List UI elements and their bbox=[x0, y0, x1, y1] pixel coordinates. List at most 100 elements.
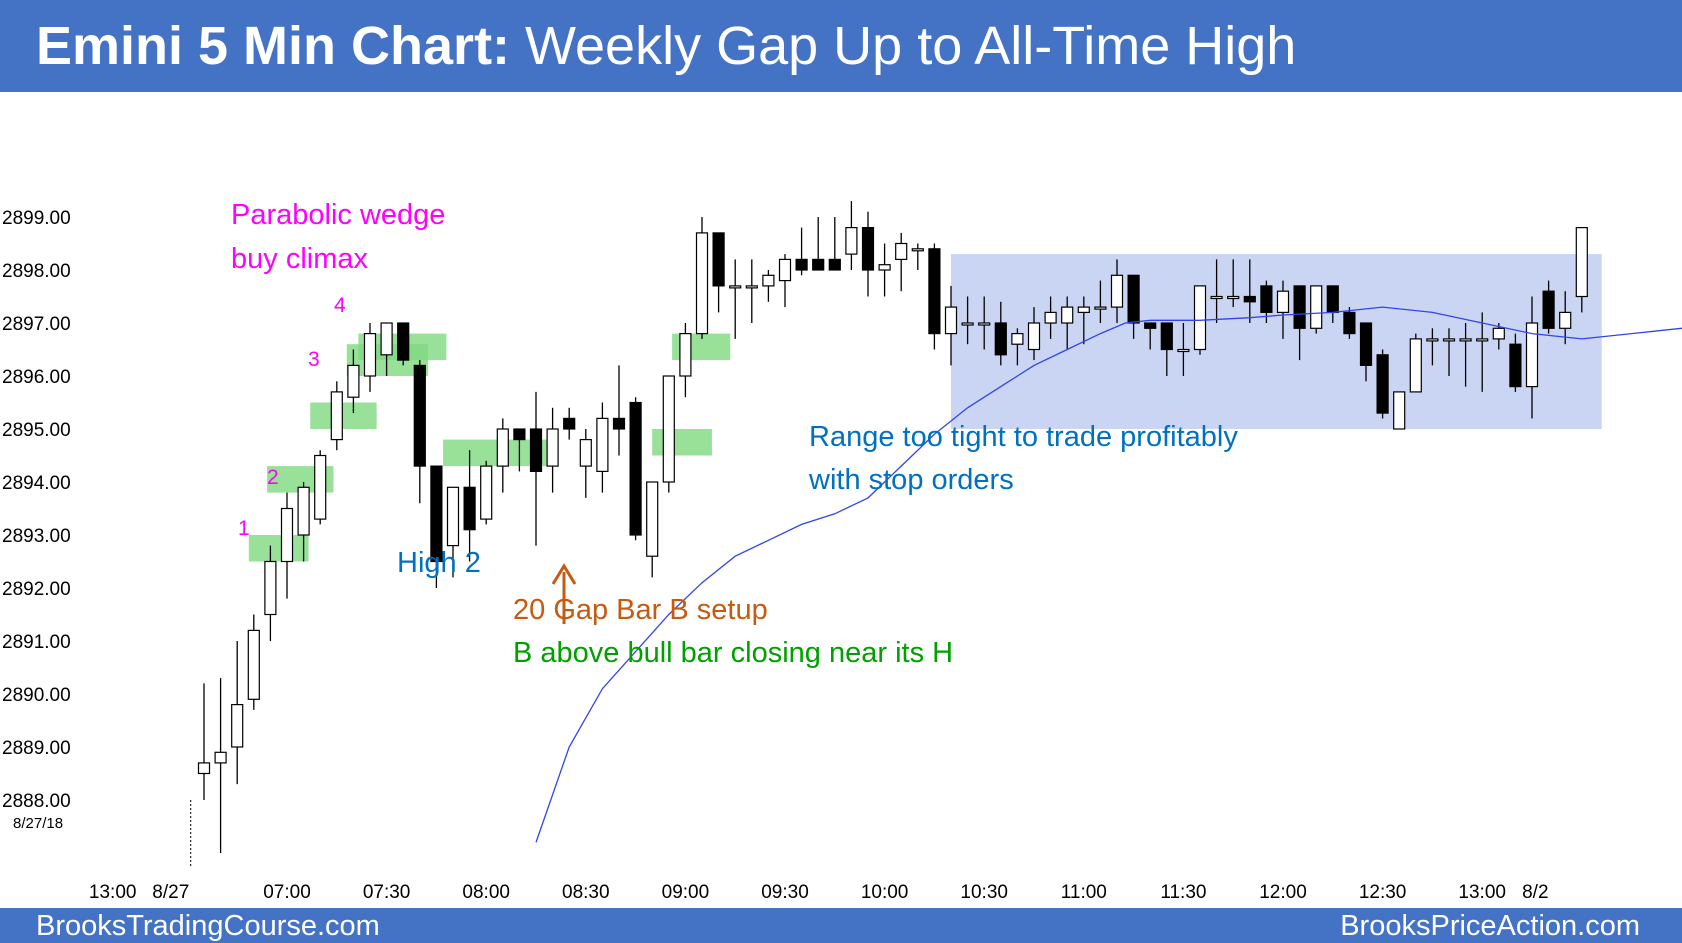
candle-body-bear bbox=[529, 428, 543, 473]
candle bbox=[961, 296, 974, 345]
y-tick-label: 2898.00 bbox=[2, 261, 71, 282]
candle bbox=[1559, 291, 1572, 345]
candle-body-bear bbox=[1376, 354, 1389, 414]
y-tick-label: 2891.00 bbox=[2, 632, 71, 653]
x-tick-label: 09:00 bbox=[662, 882, 710, 903]
x-tick-label: 09:30 bbox=[761, 882, 809, 903]
candle-body-bull bbox=[1227, 295, 1240, 300]
candle-body-bear bbox=[1343, 311, 1356, 335]
candle bbox=[1542, 280, 1555, 334]
footer-left-link[interactable]: BrooksTradingCourse.com bbox=[36, 910, 380, 942]
candle-body-bear bbox=[1144, 322, 1157, 329]
ema-layer bbox=[535, 306, 1682, 843]
footer-banner: BrooksTradingCourse.com BrooksPriceActio… bbox=[0, 908, 1682, 943]
candle-body-bull bbox=[662, 375, 675, 483]
x-tick-label: 12:30 bbox=[1359, 882, 1407, 903]
candle bbox=[446, 486, 460, 578]
candle-body-bull bbox=[679, 333, 692, 377]
candle-body-bull bbox=[1044, 311, 1057, 324]
y-tick-label: 2889.00 bbox=[2, 738, 71, 759]
candle bbox=[745, 259, 758, 323]
candle-body-bear bbox=[1326, 285, 1339, 313]
candle bbox=[895, 232, 908, 292]
candle-body-bull bbox=[280, 507, 294, 563]
candle bbox=[994, 301, 1007, 366]
candle bbox=[413, 360, 426, 504]
candle-body-bull bbox=[1177, 348, 1190, 353]
candle bbox=[380, 322, 393, 376]
candle bbox=[612, 365, 626, 456]
candle-body-bull bbox=[1061, 306, 1074, 324]
candle-body-bull bbox=[1525, 322, 1539, 388]
candle-body-bear bbox=[563, 417, 576, 430]
candle-body-bear bbox=[1243, 295, 1256, 303]
candle-body-bear bbox=[712, 232, 725, 287]
candle bbox=[1492, 323, 1505, 350]
candle-body-bull bbox=[496, 428, 509, 467]
footer-right-link[interactable]: BrooksPriceAction.com bbox=[1340, 910, 1640, 942]
candle bbox=[944, 285, 958, 366]
y-tick-label: 2890.00 bbox=[2, 685, 71, 706]
candle bbox=[314, 450, 327, 525]
candle-body-bull bbox=[347, 364, 360, 398]
candle-body-bear bbox=[795, 258, 808, 271]
candle-body-bull bbox=[1110, 274, 1124, 308]
x-tick-label: 11:00 bbox=[1061, 882, 1107, 903]
candle-body-bear bbox=[928, 248, 941, 335]
annotations-layer: Parabolic wedge buy climax 1 2 3 4 High … bbox=[231, 199, 1238, 669]
candle-body-bear bbox=[1509, 343, 1522, 388]
y-tick-label: 2894.00 bbox=[2, 473, 71, 494]
candle-body-bear bbox=[612, 417, 626, 430]
candle-body-bull bbox=[1027, 322, 1041, 351]
candle bbox=[529, 391, 543, 546]
candle bbox=[463, 450, 476, 562]
candlestick-chart: 2899.00 2898.00 2897.00 2896.00 2895.00 2894.… bbox=[2, 199, 1682, 903]
candle-body-bull bbox=[480, 465, 493, 520]
candle bbox=[1061, 296, 1074, 350]
candle bbox=[795, 227, 808, 276]
candle bbox=[1144, 322, 1157, 350]
y-axis: 2899.00 2898.00 2897.00 2896.00 2895.00 2894.… bbox=[2, 208, 71, 812]
candle bbox=[330, 381, 343, 451]
x-tick-label: 8/27 bbox=[152, 882, 189, 903]
candle bbox=[828, 217, 841, 271]
candle-body-bull bbox=[297, 486, 310, 536]
candle-body-bull bbox=[745, 285, 758, 289]
x-tick-label: 10:30 bbox=[960, 882, 1008, 903]
candle bbox=[1210, 259, 1223, 323]
candle bbox=[861, 211, 875, 297]
candle bbox=[397, 322, 410, 366]
candle-body-bear bbox=[1293, 285, 1306, 329]
candle bbox=[546, 407, 559, 493]
candle-body-bear bbox=[1160, 322, 1173, 351]
candle bbox=[1409, 333, 1422, 393]
candle bbox=[845, 201, 858, 270]
candle bbox=[197, 683, 211, 800]
candle-body-bear bbox=[1260, 285, 1273, 313]
signal-box-1 bbox=[248, 535, 309, 562]
candle-body-bull bbox=[1426, 338, 1439, 342]
candle bbox=[214, 678, 227, 853]
candle bbox=[596, 402, 609, 493]
candle bbox=[1442, 328, 1456, 376]
annotation-num-2: 2 bbox=[267, 466, 279, 489]
candle-body-bull bbox=[1476, 338, 1489, 342]
candle-body-bear bbox=[413, 364, 426, 467]
candle-body-bull bbox=[695, 232, 709, 335]
candle bbox=[1243, 259, 1256, 323]
candle-body-bear bbox=[994, 322, 1007, 356]
candle bbox=[1227, 259, 1240, 308]
candle-body-bull bbox=[978, 322, 991, 326]
candle bbox=[1276, 280, 1290, 339]
candle-body-bull bbox=[1459, 338, 1472, 342]
candle-body-bull bbox=[1559, 311, 1572, 329]
candle-body-bull bbox=[1210, 295, 1223, 300]
candle bbox=[563, 407, 576, 440]
candle-body-bear bbox=[1359, 322, 1373, 367]
candle-body-bull bbox=[1492, 327, 1505, 340]
range-box-layer bbox=[951, 254, 1602, 429]
candle-body-bull bbox=[1276, 290, 1290, 313]
annotation-wedge-line2: buy climax bbox=[231, 243, 368, 275]
candle bbox=[629, 397, 642, 541]
candle-body-bull bbox=[1409, 338, 1422, 393]
